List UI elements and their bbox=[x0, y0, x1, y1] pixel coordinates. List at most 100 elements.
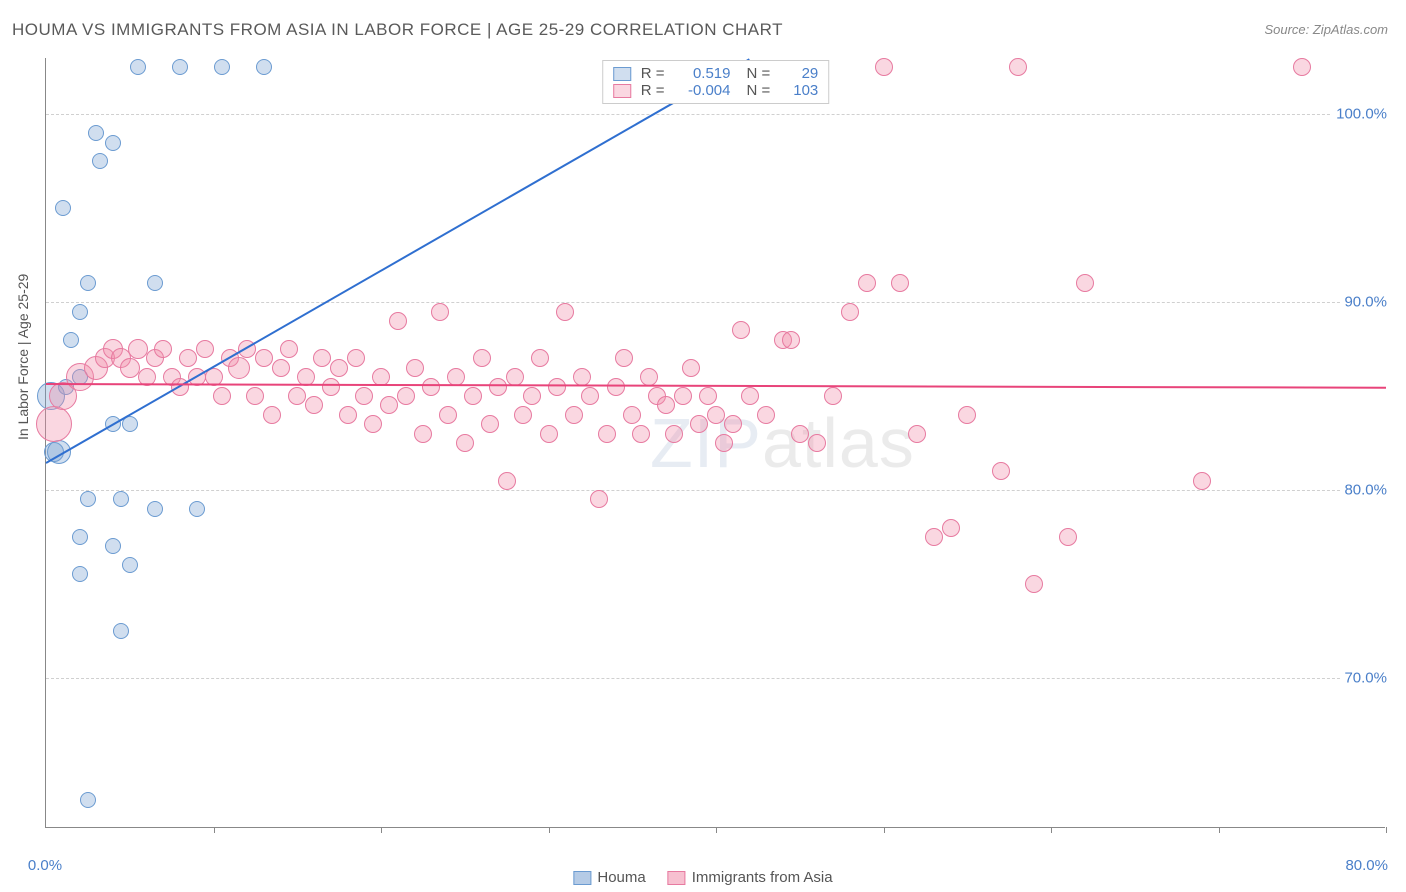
data-point bbox=[439, 406, 457, 424]
data-point bbox=[422, 378, 440, 396]
data-point bbox=[841, 303, 859, 321]
data-point bbox=[665, 425, 683, 443]
x-tick bbox=[381, 827, 382, 833]
watermark: ZIPatlas bbox=[650, 403, 915, 483]
legend-item: Houma bbox=[573, 869, 645, 886]
data-point bbox=[92, 153, 108, 169]
data-point bbox=[1059, 528, 1077, 546]
legend-n-label: N = bbox=[747, 65, 771, 82]
data-point bbox=[757, 406, 775, 424]
data-point bbox=[1025, 575, 1043, 593]
legend-n-value: 29 bbox=[776, 65, 818, 82]
data-point bbox=[473, 349, 491, 367]
watermark-atlas: atlas bbox=[762, 404, 915, 482]
y-axis-label: In Labor Force | Age 25-29 bbox=[15, 274, 31, 440]
data-point bbox=[657, 396, 675, 414]
data-point bbox=[891, 274, 909, 292]
data-point bbox=[280, 340, 298, 358]
gridline bbox=[46, 490, 1385, 491]
data-point bbox=[55, 200, 71, 216]
x-tick bbox=[1051, 827, 1052, 833]
data-point bbox=[782, 331, 800, 349]
legend-label: Immigrants from Asia bbox=[692, 869, 833, 886]
data-point bbox=[122, 557, 138, 573]
data-point bbox=[213, 387, 231, 405]
data-point bbox=[1293, 58, 1311, 76]
data-point bbox=[699, 387, 717, 405]
data-point bbox=[347, 349, 365, 367]
data-point bbox=[623, 406, 641, 424]
data-point bbox=[724, 415, 742, 433]
data-point bbox=[364, 415, 382, 433]
data-point bbox=[548, 378, 566, 396]
data-point bbox=[272, 359, 290, 377]
data-point bbox=[355, 387, 373, 405]
data-point bbox=[380, 396, 398, 414]
data-point bbox=[690, 415, 708, 433]
legend-r-value: 0.519 bbox=[671, 65, 731, 82]
data-point bbox=[540, 425, 558, 443]
y-tick-label: 100.0% bbox=[1332, 106, 1387, 123]
data-point bbox=[105, 538, 121, 554]
data-point bbox=[1193, 472, 1211, 490]
gridline bbox=[46, 114, 1385, 115]
data-point bbox=[556, 303, 574, 321]
data-point bbox=[330, 359, 348, 377]
data-point bbox=[741, 387, 759, 405]
data-point bbox=[80, 275, 96, 291]
x-tick-label-left: 0.0% bbox=[28, 857, 62, 874]
data-point bbox=[214, 59, 230, 75]
data-point bbox=[80, 491, 96, 507]
data-point bbox=[908, 425, 926, 443]
data-point bbox=[615, 349, 633, 367]
gridline bbox=[46, 678, 1385, 679]
legend-swatch bbox=[573, 871, 591, 885]
legend-swatch bbox=[613, 84, 631, 98]
data-point bbox=[255, 349, 273, 367]
data-point bbox=[942, 519, 960, 537]
data-point bbox=[228, 357, 250, 379]
x-tick bbox=[214, 827, 215, 833]
data-point bbox=[808, 434, 826, 452]
data-point bbox=[992, 462, 1010, 480]
data-point bbox=[791, 425, 809, 443]
data-point bbox=[414, 425, 432, 443]
legend-swatch bbox=[668, 871, 686, 885]
data-point bbox=[172, 59, 188, 75]
data-point bbox=[640, 368, 658, 386]
data-point bbox=[147, 501, 163, 517]
data-point bbox=[72, 304, 88, 320]
data-point bbox=[682, 359, 700, 377]
data-point bbox=[456, 434, 474, 452]
y-tick-label: 80.0% bbox=[1340, 481, 1387, 498]
data-point bbox=[464, 387, 482, 405]
data-point bbox=[88, 125, 104, 141]
y-tick-label: 90.0% bbox=[1340, 294, 1387, 311]
data-point bbox=[313, 349, 331, 367]
data-point bbox=[715, 434, 733, 452]
legend-swatch bbox=[613, 67, 631, 81]
data-point bbox=[565, 406, 583, 424]
data-point bbox=[263, 406, 281, 424]
data-point bbox=[707, 406, 725, 424]
data-point bbox=[80, 792, 96, 808]
data-point bbox=[514, 406, 532, 424]
data-point bbox=[732, 321, 750, 339]
data-point bbox=[179, 349, 197, 367]
data-point bbox=[246, 387, 264, 405]
data-point bbox=[958, 406, 976, 424]
legend-item: Immigrants from Asia bbox=[668, 869, 833, 886]
data-point bbox=[481, 415, 499, 433]
data-point bbox=[1076, 274, 1094, 292]
x-tick bbox=[1219, 827, 1220, 833]
data-point bbox=[339, 406, 357, 424]
data-point bbox=[531, 349, 549, 367]
data-point bbox=[590, 490, 608, 508]
data-point bbox=[154, 340, 172, 358]
data-point bbox=[305, 396, 323, 414]
data-point bbox=[674, 387, 692, 405]
data-point bbox=[431, 303, 449, 321]
x-tick bbox=[1386, 827, 1387, 833]
data-point bbox=[105, 135, 121, 151]
watermark-zip: ZIP bbox=[650, 404, 762, 482]
